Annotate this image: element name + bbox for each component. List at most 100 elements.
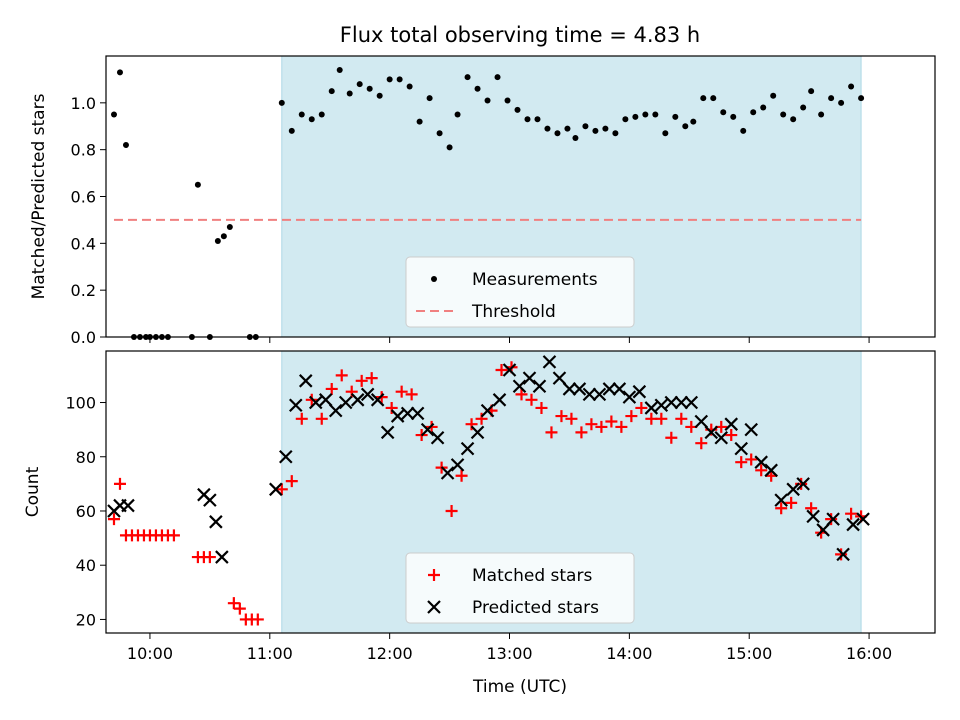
x-axis-label: Time (UTC) (472, 677, 567, 697)
predicted-star-point (674, 395, 689, 410)
matched-star-point (475, 412, 488, 425)
matched-star-point (395, 385, 408, 398)
measurement-point (484, 97, 491, 104)
measurement-point (318, 111, 325, 118)
measurement-point (376, 92, 383, 99)
matched-star-point (535, 401, 548, 414)
matched-star-point (455, 469, 468, 482)
matched-star-point (465, 418, 478, 431)
predicted-star-point (856, 512, 870, 526)
measurement-point (582, 123, 589, 130)
predicted-star-point (622, 390, 637, 404)
predicted-star-point (390, 409, 405, 423)
predicted-star-point (279, 449, 293, 464)
measurement-point (406, 83, 413, 90)
predicted-star-point (203, 493, 217, 507)
predicted-star-point (542, 355, 557, 369)
predicted-star-point (694, 414, 709, 429)
measurement-point (346, 90, 353, 97)
measurement-point (524, 116, 531, 123)
matched-star-point (345, 385, 358, 398)
measurement-point (750, 109, 757, 116)
measurement-point (848, 83, 855, 90)
measurement-point (122, 141, 129, 148)
matched-star-point (725, 429, 738, 442)
matched-star-point (665, 431, 678, 444)
measurement-point (572, 134, 579, 141)
predicted-star-point (714, 430, 729, 445)
matched-star-point (251, 613, 264, 626)
measurement-point (544, 125, 551, 132)
matched-star-point (735, 456, 748, 469)
measurement-point (602, 125, 609, 132)
matched-star-point (555, 410, 568, 423)
matched-star-point (575, 426, 588, 439)
matched-star-point (655, 412, 668, 425)
measurement-point (494, 74, 501, 81)
y-tick-label: 0.8 (71, 141, 96, 160)
y-tick-label: 0.4 (71, 234, 96, 253)
axes-frame (105, 55, 936, 338)
measurement-point (642, 111, 649, 118)
measurement-point (454, 111, 461, 118)
predicted-star-point (724, 417, 739, 431)
predicted-star-point (502, 363, 517, 377)
predicted-star-point (744, 422, 758, 437)
measurement-point (818, 111, 825, 118)
predicted-star-point (582, 387, 597, 402)
predicted-star-point (796, 477, 810, 491)
matched-star-point (525, 393, 538, 406)
measurement-point (534, 116, 541, 123)
predicted-star-point (552, 371, 567, 385)
x-tick-label: 11:00 (247, 644, 293, 663)
chart-title: Flux total observing time = 4.83 h (340, 23, 700, 47)
predicted-star-point (480, 403, 495, 418)
matched-star-point (495, 363, 508, 376)
predicted-star-point (360, 387, 375, 402)
legend-dot-icon (431, 276, 437, 282)
x-tick-label: 15:00 (726, 644, 772, 663)
x-tick-label: 16:00 (846, 644, 892, 663)
measurement-point (740, 127, 747, 134)
measurement-point (770, 92, 777, 99)
matched-star-point (615, 420, 628, 433)
matched-star-point (785, 496, 798, 509)
predicted-star-point (460, 441, 475, 456)
measurement-point (710, 95, 717, 102)
axes-frame (105, 350, 936, 634)
measurement-point (426, 95, 433, 102)
measurement-point (298, 111, 305, 118)
matched-star-point (445, 504, 458, 517)
x-tick-label: 14:00 (606, 644, 652, 663)
predicted-star-point (734, 441, 749, 456)
predicted-star-point (602, 382, 617, 396)
predicted-star-point (664, 395, 679, 410)
measurement-point (386, 76, 393, 83)
y-tick-label: 100 (65, 394, 96, 413)
measurement-point (652, 111, 659, 118)
measurement-point (336, 67, 343, 74)
predicted-star-point (121, 498, 135, 513)
measurement-point (464, 74, 471, 81)
measurement-point (612, 130, 619, 137)
predicted-star-point (654, 398, 669, 413)
matched-star-point (203, 551, 216, 564)
matched-star-point (385, 401, 398, 414)
y-tick-label: 60 (76, 502, 96, 521)
measurement-point (214, 237, 221, 244)
predicted-star-point (684, 395, 699, 410)
matched-star-point (227, 597, 240, 610)
measurement-point (194, 181, 201, 188)
predicted-star-point (420, 422, 435, 437)
measurement-point (790, 116, 797, 123)
bottom-panel: 20 40 60 80 100 10:00 11:00 12:00 13:00 14:00 15:0… (23, 350, 936, 663)
predicted-star-point (380, 425, 395, 440)
matched-star-point (825, 513, 838, 526)
measurement-point (278, 99, 285, 106)
measurement-point (308, 116, 315, 123)
predicted-star-point (816, 523, 830, 537)
legend-label: Measurements (472, 270, 598, 290)
predicted-star-point (612, 382, 627, 396)
predicted-star-point (308, 395, 323, 410)
measurement-point (416, 118, 423, 125)
